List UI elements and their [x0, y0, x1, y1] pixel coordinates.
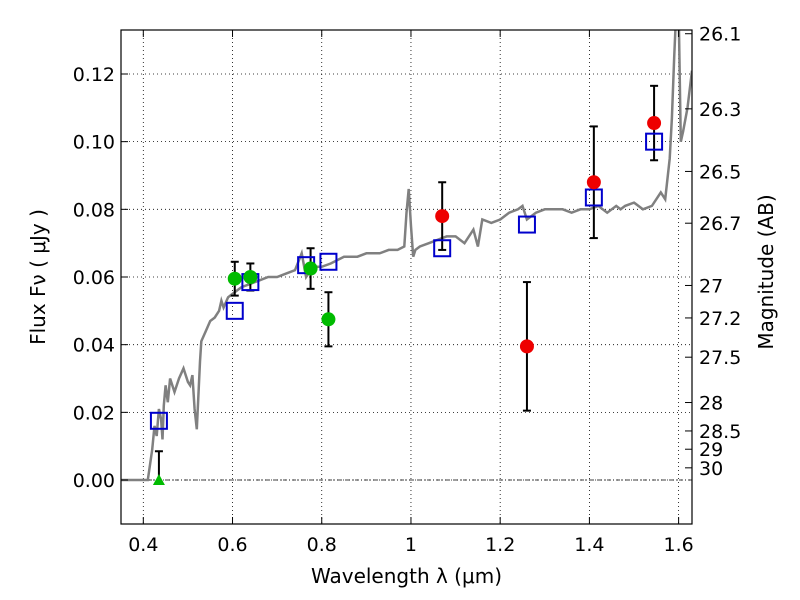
observed-flux-point — [227, 271, 242, 286]
right-axis-tick-label: 27 — [699, 275, 723, 297]
x-tick-label: 1.6 — [664, 534, 694, 556]
observed-flux-point — [435, 209, 450, 224]
right-axis-tick-label: 26.1 — [699, 24, 741, 46]
model-photometry-square — [225, 301, 244, 320]
observed-flux-point — [519, 339, 534, 354]
right-axis-tick-label: 26.3 — [699, 99, 741, 121]
x-tick-label: 1 — [405, 534, 417, 556]
observed-flux-point — [303, 261, 318, 276]
x-tick-label: 1.4 — [574, 534, 604, 556]
y-tick-label: 0.02 — [73, 402, 115, 424]
x-tick-label: 1.2 — [485, 534, 515, 556]
grid-lines — [121, 30, 692, 524]
y-tick-label: 0.08 — [73, 199, 115, 221]
model-photometry-square — [517, 215, 536, 234]
model-photometry-square — [433, 239, 452, 258]
right-axis-tick-label: 28.5 — [699, 421, 741, 443]
x-tick-label: 0.4 — [128, 534, 158, 556]
y-tick-label: 0.06 — [73, 267, 115, 289]
y-tick-label: 0.12 — [73, 64, 115, 86]
right-axis-tick-label: 26.5 — [699, 161, 741, 183]
right-axis-label: Magnitude (AB) — [754, 194, 778, 349]
model-spectrum-line — [121, 30, 692, 482]
y-axis-label: Flux Fν ( μJy ) — [26, 209, 50, 345]
upper-limit-triangle — [152, 474, 165, 486]
right-axis-tick-label: 26.7 — [699, 213, 741, 235]
right-axis-tick-label: 28 — [699, 393, 723, 415]
model-photometry-square — [319, 252, 338, 271]
observed-flux-point — [586, 175, 601, 190]
observed-flux-point — [321, 312, 336, 327]
observed-flux-point — [243, 270, 258, 284]
x-tick-label: 0.6 — [217, 534, 247, 556]
right-axis-tick-label: 30 — [699, 458, 723, 480]
model-photometry-square — [584, 188, 603, 207]
right-axis-tick-label: 27.2 — [699, 308, 741, 330]
model-photometry-square — [645, 132, 664, 151]
y-tick-label: 0.00 — [73, 470, 115, 492]
plot-area — [121, 30, 692, 486]
observed-flux-point — [647, 116, 662, 131]
axis-ticks: 0.4 0.6 0.8 1 1.2 1.4 1.6 0.00 0.02 0.04 0.06 0.08 0… — [73, 24, 742, 556]
y-tick-label: 0.04 — [73, 335, 115, 357]
right-axis-tick-label: 27.5 — [699, 347, 741, 369]
axes-frame — [120, 29, 693, 525]
right-axis-tick-label: 29 — [699, 439, 723, 461]
x-axis-label: Wavelength λ (μm) — [311, 564, 502, 588]
y-tick-label: 0.10 — [73, 132, 115, 154]
x-tick-label: 0.8 — [307, 534, 337, 556]
model-photometry-square — [149, 411, 168, 430]
